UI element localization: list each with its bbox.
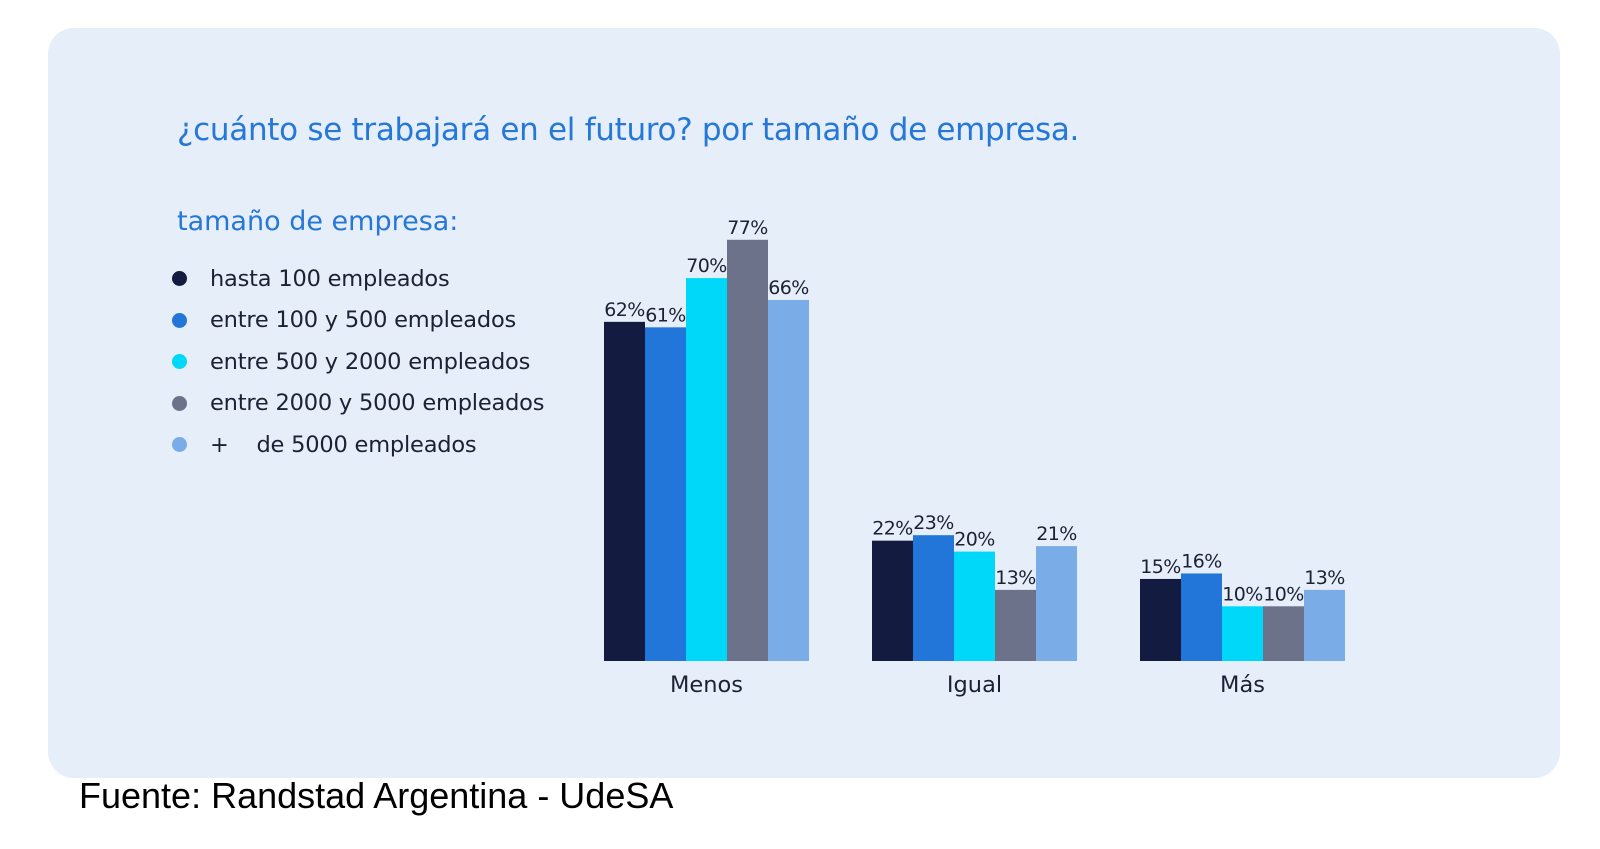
chart-title: ¿cuánto se trabajará en el futuro? por t… — [177, 112, 1080, 148]
bar — [954, 551, 995, 661]
legend-title: tamaño de empresa: — [177, 206, 459, 237]
legend-label: hasta 100 empleados — [210, 265, 450, 292]
legend-swatch — [172, 354, 187, 370]
legend-item: hasta 100 empleados — [172, 258, 544, 300]
bar-value-label: 13% — [1304, 567, 1344, 589]
category-label: Más — [1220, 672, 1265, 698]
bar-value-label: 21% — [1036, 523, 1076, 545]
bar-value-label: 10% — [1263, 583, 1303, 605]
category-label: Igual — [947, 672, 1002, 698]
bar — [1140, 578, 1181, 661]
bar-value-label: 23% — [913, 512, 953, 534]
legend-label: + de 5000 empleados — [210, 431, 477, 458]
legend-item: entre 2000 y 5000 empleados — [172, 383, 544, 425]
bar-value-label: 16% — [1181, 550, 1221, 572]
bar — [768, 299, 809, 661]
legend-item: entre 500 y 2000 empleados — [172, 341, 544, 383]
bar-value-label: 62% — [604, 299, 644, 321]
bar — [686, 278, 727, 661]
legend-label: entre 500 y 2000 empleados — [210, 348, 531, 375]
bar — [995, 589, 1036, 661]
legend-label: entre 100 y 500 empleados — [210, 307, 517, 334]
legend-item: + de 5000 empleados — [172, 424, 544, 466]
bar-value-label: 66% — [768, 277, 808, 299]
legend-swatch — [172, 395, 187, 411]
bar — [913, 535, 954, 661]
legend-swatch — [172, 271, 187, 287]
bar — [1263, 606, 1304, 661]
bar — [1222, 606, 1263, 661]
bar — [727, 239, 768, 661]
bar-value-label: 77% — [727, 217, 767, 239]
bar-value-label: 10% — [1222, 583, 1262, 605]
bar-value-label: 13% — [995, 567, 1035, 589]
bar — [604, 321, 645, 661]
bar — [1304, 589, 1345, 661]
bar-value-label: 70% — [686, 255, 726, 277]
bar-value-label: 20% — [954, 529, 994, 551]
bar — [1036, 546, 1077, 661]
bar — [1181, 573, 1222, 661]
bar-value-label: 22% — [872, 518, 912, 540]
legend: hasta 100 empleados entre 100 y 500 emple… — [172, 258, 544, 466]
bar — [872, 540, 913, 661]
bar-value-label: 61% — [645, 304, 685, 326]
legend-label: entre 2000 y 5000 empleados — [210, 390, 545, 417]
legend-swatch — [172, 437, 187, 453]
legend-swatch — [172, 312, 187, 328]
bar-value-label: 15% — [1140, 556, 1180, 578]
category-label: Menos — [670, 672, 743, 698]
legend-item: entre 100 y 500 empleados — [172, 300, 544, 342]
bar — [645, 327, 686, 661]
source-note: Fuente: Randstad Argentina - UdeSA — [79, 775, 674, 816]
